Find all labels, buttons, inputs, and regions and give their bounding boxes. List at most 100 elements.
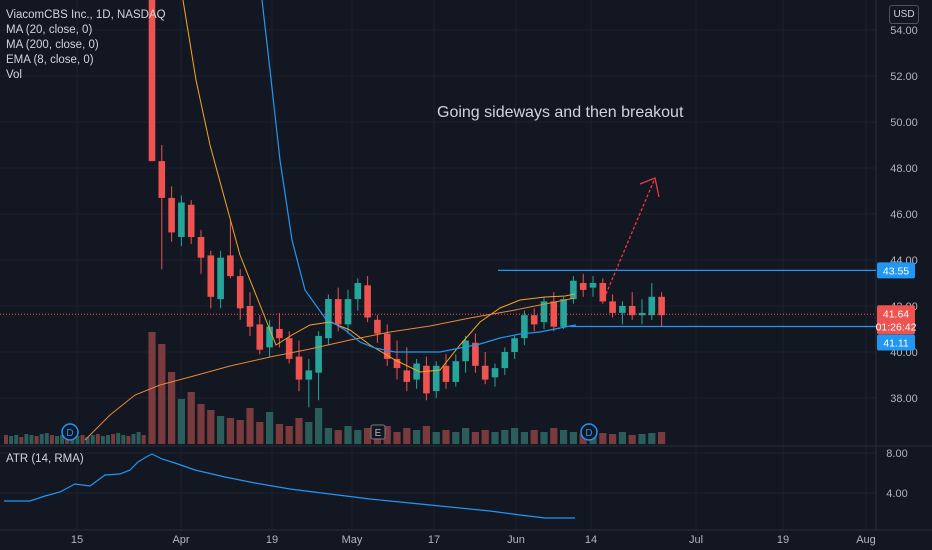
breakout-arrow [605, 177, 660, 295]
candle [423, 365, 430, 394]
volume-bar [560, 430, 568, 444]
candle [364, 285, 371, 318]
volume-bar [344, 426, 352, 444]
volume-bar [55, 436, 59, 444]
volume-bar [520, 432, 528, 444]
candle [246, 306, 254, 327]
resistance-label [877, 262, 915, 279]
candle [413, 363, 420, 380]
price-tick-label: 54.00 [890, 25, 918, 37]
volume-bar [116, 433, 121, 444]
legend-ema8[interactable]: EMA (8, close, 0) [6, 54, 94, 66]
time-tick-label: 15 [71, 534, 83, 546]
earnings-marker[interactable] [370, 424, 386, 440]
volume-bar [136, 432, 141, 444]
currency-badge[interactable]: USD [889, 5, 919, 24]
candle [432, 365, 440, 392]
candle [197, 237, 205, 258]
price-tick-label: 48.00 [890, 163, 918, 175]
volume-bar [131, 434, 136, 444]
time-tick-label: Aug [856, 534, 876, 546]
volume-bar [168, 372, 176, 444]
volume-bar [501, 430, 509, 444]
dividend-marker[interactable] [61, 423, 79, 441]
volume-bar [491, 432, 499, 444]
volume-bar [177, 399, 185, 444]
volume-bar [511, 428, 519, 444]
legend-ma20[interactable]: MA (20, close, 0) [6, 24, 93, 36]
volume-bar [236, 420, 244, 444]
candle [570, 280, 577, 300]
legend-ma200[interactable]: MA (200, close, 0) [6, 39, 99, 51]
volume-bar [285, 426, 293, 444]
price-tick-label: 38.00 [890, 393, 918, 405]
volume-bar [187, 392, 195, 444]
atr-legend[interactable]: ATR (14, RMA) [6, 453, 84, 465]
candle [658, 296, 665, 316]
legend-volume[interactable]: Vol [6, 69, 22, 81]
time-tick-label: Jul [689, 534, 703, 546]
candle [619, 306, 626, 313]
volume-bar [658, 432, 666, 444]
chart-annotation[interactable]: Going sideways and then breakout [437, 104, 684, 121]
current-price-label-text: 41.64 [883, 308, 909, 320]
volume-bar [481, 430, 489, 444]
volume-bar [49, 435, 54, 444]
volume-bar [141, 435, 146, 444]
volume-bar [19, 437, 24, 444]
event-marker-label: D [585, 428, 592, 439]
candle [334, 299, 342, 325]
candle [501, 352, 509, 369]
volume-bar [550, 428, 558, 444]
ma200-line [84, 297, 576, 441]
candle [511, 338, 518, 352]
volume-bar [95, 434, 100, 444]
volume-bar [530, 430, 538, 444]
volume-bar [90, 435, 95, 444]
volume-bar [24, 434, 29, 444]
symbol-title[interactable]: ViacomCBS Inc., 1D, NASDAQ [6, 9, 166, 21]
volume-bar [111, 434, 116, 444]
ma20-line [182, 0, 576, 373]
volume-bar [85, 437, 90, 444]
candle [648, 296, 656, 316]
time-tick-label: 19 [266, 534, 278, 546]
candle [148, 0, 156, 162]
ema8-line [261, 0, 577, 353]
current-price-label-text: 01:26:42 [876, 321, 917, 333]
volume-bar [432, 432, 440, 444]
candle [295, 356, 303, 380]
arrow-head [639, 177, 660, 198]
volume-bar [471, 432, 479, 444]
candle [393, 358, 401, 369]
volume-bar [334, 430, 342, 444]
candle [521, 315, 528, 339]
atr-tick-label: 4.00 [886, 488, 907, 500]
candle [285, 338, 293, 359]
dividend-marker[interactable] [580, 423, 598, 441]
candle [452, 361, 460, 382]
candle [158, 161, 166, 198]
volume-bar [9, 436, 14, 444]
volume-bar [158, 344, 166, 444]
candle [540, 301, 548, 323]
arrow-shaft [605, 177, 656, 295]
volume-bar [638, 434, 646, 444]
volume-bar [609, 434, 617, 444]
candle [589, 283, 597, 288]
candle [491, 368, 499, 378]
volume-bar [39, 434, 44, 444]
time-axis: 15 Apr 19 May 17 Jun 14 Jul 19 Aug [71, 534, 876, 546]
candles [148, 0, 665, 408]
candle [178, 202, 185, 237]
volume-bar [422, 426, 430, 444]
support-label [877, 334, 915, 351]
time-tick-label: Jun [507, 534, 525, 546]
volume-bar [383, 426, 391, 444]
atr-tick-label: 8.00 [886, 448, 907, 460]
volume-bar [315, 408, 323, 444]
resistance-label-text: 43.55 [883, 265, 909, 277]
